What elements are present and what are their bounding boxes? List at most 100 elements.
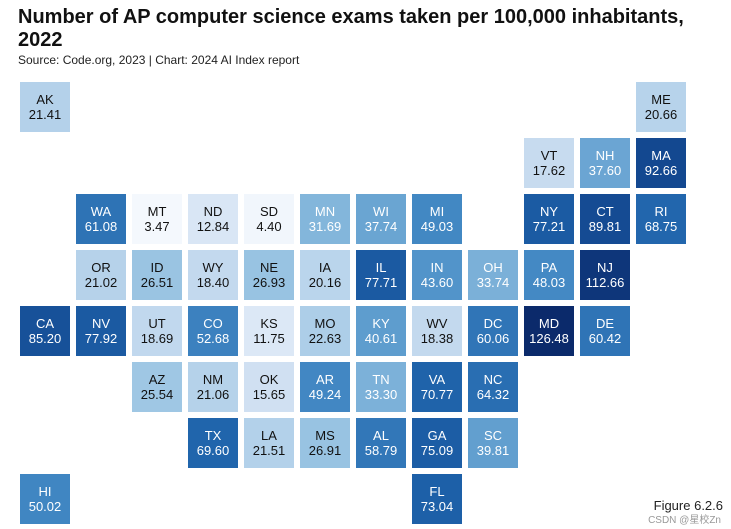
state-abbr: IN: [430, 260, 444, 275]
state-abbr: RI: [654, 204, 668, 219]
state-tile-la: LA 21.51: [244, 418, 294, 468]
state-tile-de: DE 60.42: [580, 306, 630, 356]
state-tile-ky: KY 40.61: [356, 306, 406, 356]
state-tile-vt: VT 17.62: [524, 138, 574, 188]
state-abbr: MS: [315, 428, 335, 443]
state-tile-ri: RI 68.75: [636, 194, 686, 244]
state-value: 17.62: [532, 163, 566, 178]
state-value: 20.66: [644, 107, 678, 122]
state-tile-nc: NC 64.32: [468, 362, 518, 412]
state-value: 43.60: [420, 275, 454, 290]
state-abbr: CT: [596, 204, 614, 219]
state-tile-nh: NH 37.60: [580, 138, 630, 188]
state-value: 48.03: [532, 275, 566, 290]
state-tile-wv: WV 18.38: [412, 306, 462, 356]
state-tile-il: IL 77.71: [356, 250, 406, 300]
state-value: 58.79: [364, 443, 398, 458]
state-tile-wa: WA 61.08: [76, 194, 126, 244]
state-tile-nd: ND 12.84: [188, 194, 238, 244]
state-value: 68.75: [644, 219, 678, 234]
state-abbr: AL: [373, 428, 389, 443]
state-abbr: NJ: [597, 260, 613, 275]
state-abbr: ID: [150, 260, 164, 275]
state-value: 18.40: [196, 275, 230, 290]
state-value: 3.47: [144, 219, 170, 234]
state-tile-wi: WI 37.74: [356, 194, 406, 244]
state-tile-id: ID 26.51: [132, 250, 182, 300]
state-value: 49.24: [308, 387, 342, 402]
state-value: 18.69: [140, 331, 174, 346]
state-abbr: DC: [483, 316, 503, 331]
state-tile-tx: TX 69.60: [188, 418, 238, 468]
state-tile-ar: AR 49.24: [300, 362, 350, 412]
state-abbr: MT: [147, 204, 167, 219]
figure-label: Figure 6.2.6: [653, 498, 723, 513]
state-abbr: HI: [38, 484, 52, 499]
state-tile-mi: MI 49.03: [412, 194, 462, 244]
state-abbr: FL: [429, 484, 445, 499]
state-tile-ia: IA 20.16: [300, 250, 350, 300]
state-value: 25.54: [140, 387, 174, 402]
state-value: 21.41: [28, 107, 62, 122]
state-tile-ny: NY 77.21: [524, 194, 574, 244]
state-abbr: NM: [202, 372, 224, 387]
state-value: 70.77: [420, 387, 454, 402]
state-abbr: OR: [91, 260, 111, 275]
state-abbr: VA: [428, 372, 446, 387]
state-abbr: SC: [483, 428, 503, 443]
state-value: 12.84: [196, 219, 230, 234]
state-tile-dc: DC 60.06: [468, 306, 518, 356]
state-tile-wy: WY 18.40: [188, 250, 238, 300]
state-abbr: MD: [538, 316, 560, 331]
state-abbr: LA: [261, 428, 277, 443]
state-value: 50.02: [28, 499, 62, 514]
state-abbr: WA: [90, 204, 112, 219]
state-tile-or: OR 21.02: [76, 250, 126, 300]
state-value: 85.20: [28, 331, 62, 346]
state-value: 75.09: [420, 443, 454, 458]
state-abbr: MI: [429, 204, 445, 219]
state-value: 77.92: [84, 331, 118, 346]
state-abbr: NC: [483, 372, 503, 387]
state-value: 4.40: [256, 219, 282, 234]
state-abbr: ND: [203, 204, 223, 219]
state-tile-nj: NJ 112.66: [580, 250, 630, 300]
state-tile-md: MD 126.48: [524, 306, 574, 356]
state-value: 69.60: [196, 443, 230, 458]
state-tile-ok: OK 15.65: [244, 362, 294, 412]
state-abbr: CO: [203, 316, 223, 331]
state-tile-co: CO 52.68: [188, 306, 238, 356]
state-value: 49.03: [420, 219, 454, 234]
state-value: 37.60: [588, 163, 622, 178]
state-tile-ms: MS 26.91: [300, 418, 350, 468]
state-tile-pa: PA 48.03: [524, 250, 574, 300]
state-tile-mt: MT 3.47: [132, 194, 182, 244]
state-value: 11.75: [253, 331, 285, 346]
state-value: 60.42: [588, 331, 622, 346]
state-abbr: NY: [539, 204, 559, 219]
state-abbr: SD: [259, 204, 279, 219]
state-abbr: AK: [36, 92, 54, 107]
state-abbr: TN: [372, 372, 390, 387]
state-value: 60.06: [476, 331, 510, 346]
state-value: 64.32: [476, 387, 510, 402]
state-tile-ak: AK 21.41: [20, 82, 70, 132]
state-abbr: NE: [259, 260, 279, 275]
state-abbr: OK: [259, 372, 279, 387]
state-value: 77.71: [364, 275, 398, 290]
state-value: 92.66: [644, 163, 678, 178]
state-value: 26.91: [308, 443, 342, 458]
state-value: 73.04: [420, 499, 454, 514]
state-value: 33.74: [476, 275, 510, 290]
state-value: 52.68: [196, 331, 230, 346]
state-tile-in: IN 43.60: [412, 250, 462, 300]
state-abbr: CA: [35, 316, 55, 331]
state-abbr: OH: [483, 260, 503, 275]
state-abbr: NV: [91, 316, 111, 331]
state-tile-az: AZ 25.54: [132, 362, 182, 412]
state-value: 39.81: [476, 443, 510, 458]
state-tile-mn: MN 31.69: [300, 194, 350, 244]
state-tile-ne: NE 26.93: [244, 250, 294, 300]
state-value: 31.69: [308, 219, 342, 234]
